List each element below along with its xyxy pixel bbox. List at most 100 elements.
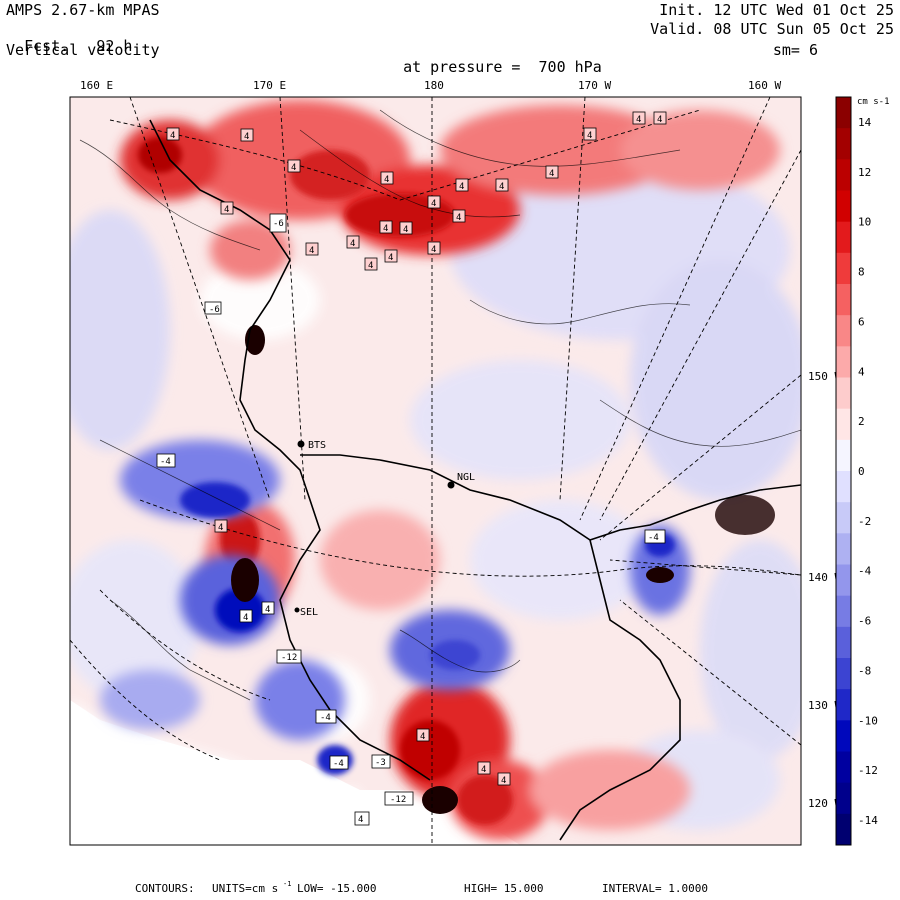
svg-text:4: 4 <box>358 815 363 825</box>
colorbar-swatch <box>836 159 851 191</box>
colorbar-swatch <box>836 439 851 472</box>
forecast-hour: Fcst. 92 h <box>6 21 132 55</box>
svg-text:-4: -4 <box>333 759 344 769</box>
svg-text:4: 4 <box>218 523 223 533</box>
colorbar-swatch <box>836 751 851 784</box>
colorbar-swatch <box>836 626 851 659</box>
station-marker-sel <box>294 607 300 613</box>
colorbar-swatch <box>836 595 851 628</box>
colorbar-swatch <box>836 97 851 129</box>
map-frame <box>69 96 802 846</box>
colorbar-tick-label: 6 <box>858 315 865 328</box>
svg-text:-6: -6 <box>209 305 220 315</box>
svg-text:4: 4 <box>265 605 270 615</box>
svg-text:4: 4 <box>431 245 436 255</box>
model-title: AMPS 2.67-km MPAS <box>6 1 160 19</box>
svg-text:4: 4 <box>636 115 641 125</box>
lon-label-170e: 170 E <box>253 79 286 92</box>
valid-time: Valid. 08 UTC Sun 05 Oct 25 <box>650 20 894 38</box>
colorbar-swatch <box>836 658 851 690</box>
colorbar-swatch <box>836 471 851 503</box>
smoothing-label: sm= 6 <box>772 41 818 59</box>
svg-text:-6: -6 <box>273 219 284 229</box>
station-label-sel: SEL <box>300 607 318 618</box>
colorbar-tick-label: -12 <box>858 764 878 777</box>
station-label-ngl: NGL <box>457 472 475 483</box>
colorbar-tick-label: 8 <box>858 266 865 279</box>
svg-text:4: 4 <box>420 732 425 742</box>
svg-text:4: 4 <box>244 132 249 142</box>
fcst-value: 92 h <box>96 37 133 55</box>
colorbar-tick-label: 14 <box>858 116 872 129</box>
fcst-label: Fcst. <box>24 37 70 55</box>
colorbar-swatch <box>836 284 851 316</box>
footer-high: HIGH= 15.000 <box>464 882 543 895</box>
colorbar-swatch <box>836 782 851 815</box>
svg-text:-3: -3 <box>375 758 386 768</box>
level-label: at pressure = <box>403 58 521 76</box>
colorbar-swatch <box>836 190 851 223</box>
svg-text:4: 4 <box>291 163 296 173</box>
svg-text:4: 4 <box>501 776 506 786</box>
lon-label-170w: 170 W <box>578 79 611 92</box>
colorbar-swatch <box>836 221 851 254</box>
colorbar-tick-label: -4 <box>858 565 872 578</box>
svg-text:4: 4 <box>431 199 436 209</box>
footer-units: UNITS=cm s <box>212 882 278 895</box>
footer-units-exp: -1 <box>283 880 291 888</box>
colorbar-swatch <box>836 564 851 597</box>
svg-text:4: 4 <box>170 131 175 141</box>
colorbar-tick-label: -2 <box>858 515 871 528</box>
svg-text:4: 4 <box>224 205 229 215</box>
footer-contours: CONTOURS: <box>135 882 195 895</box>
svg-text:4: 4 <box>657 115 662 125</box>
pressure-level: at pressure = 700 hPa <box>385 42 602 76</box>
lon-label-160e: 160 E <box>80 79 113 92</box>
svg-text:4: 4 <box>309 246 314 256</box>
lat-label-140w: 140 W <box>808 571 841 584</box>
colorbar-tick-label: 12 <box>858 166 871 179</box>
svg-text:4: 4 <box>350 239 355 249</box>
svg-text:-4: -4 <box>648 533 659 543</box>
svg-text:-4: -4 <box>320 713 331 723</box>
colorbar-tick-label: -6 <box>858 615 871 628</box>
footer-low: LOW= -15.000 <box>297 882 376 895</box>
colorbar-tick-label: 4 <box>858 365 865 378</box>
colorbar-swatch <box>836 502 851 534</box>
colorbar-ticks: 14 12 10 8 6 4 2 0 -2 -4 -6 -8 -10 -12 -14 <box>858 116 878 827</box>
colorbar-swatch <box>836 346 851 378</box>
lat-label-150w: 150 W <box>808 370 841 383</box>
svg-text:4: 4 <box>384 175 389 185</box>
svg-text:4: 4 <box>383 224 388 234</box>
colorbar-swatch <box>836 252 851 285</box>
init-time: Init. 12 UTC Wed 01 Oct 25 <box>659 1 894 19</box>
svg-text:4: 4 <box>243 613 248 623</box>
colorbar-swatch <box>836 533 851 565</box>
station-label-bts: BTS <box>308 440 326 451</box>
colorbar-swatch <box>836 408 851 441</box>
colorbar-tick-label: -14 <box>858 814 878 827</box>
field-name: Vertical velocity <box>6 41 160 59</box>
colorbar-tick-label: 2 <box>858 415 865 428</box>
colorbar-tick-label: -8 <box>858 665 871 678</box>
colorbar-swatch <box>836 128 851 160</box>
colorbar-swatch <box>836 689 851 721</box>
svg-text:4: 4 <box>388 253 393 263</box>
vertical-velocity-field: 4 4 4 4 4 4 4 4 4 4 4 4 4 4 4 4 4 4 4 4 4 4 4 4 -6 -4 -4 -… <box>70 97 801 845</box>
colorbar <box>835 96 852 846</box>
colorbar-swatch <box>836 813 851 846</box>
svg-text:4: 4 <box>549 169 554 179</box>
level-value: 700 hPa <box>538 58 602 76</box>
colorbar-frame <box>835 96 852 846</box>
svg-text:-4: -4 <box>160 457 171 467</box>
lat-label-120w: 120 W <box>808 797 841 810</box>
svg-text:4: 4 <box>459 182 464 192</box>
colorbar-units: cm s-1 <box>857 97 890 107</box>
colorbar-tick-label: 10 <box>858 216 871 229</box>
colorbar-swatch <box>836 315 851 347</box>
svg-text:4: 4 <box>456 213 461 223</box>
svg-text:-12: -12 <box>390 795 406 805</box>
lon-label-160w: 160 W <box>748 79 781 92</box>
station-marker-ngl <box>447 481 455 489</box>
